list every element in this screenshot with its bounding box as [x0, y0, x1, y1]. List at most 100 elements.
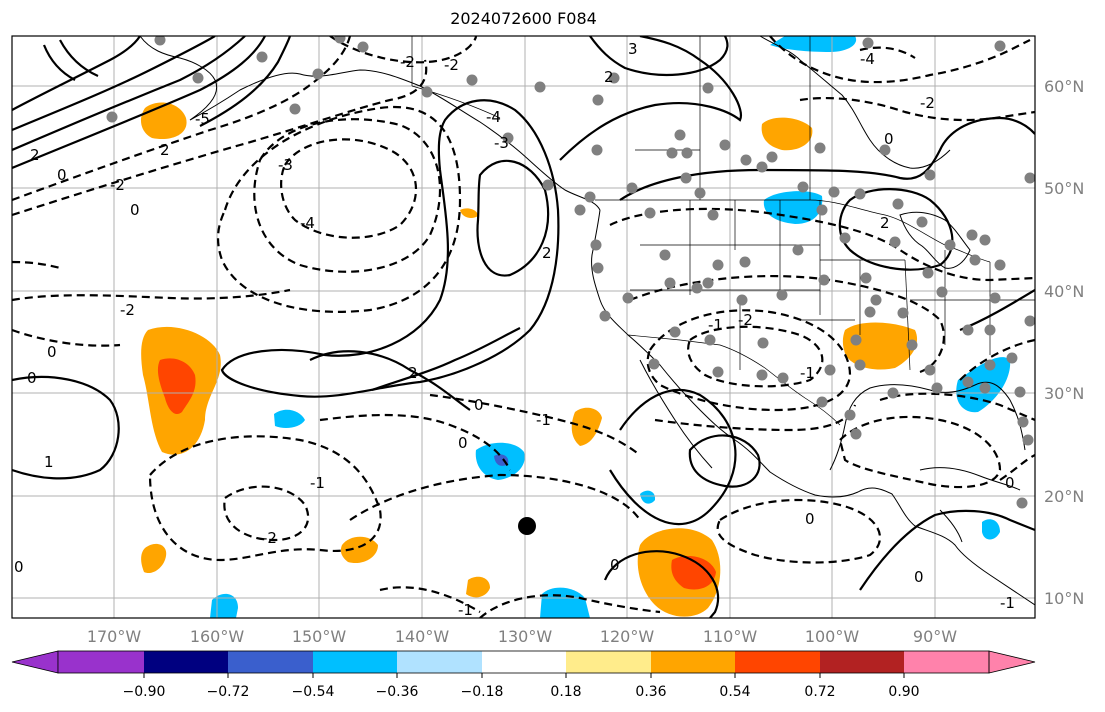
- lon-tick-label: 100°W: [805, 627, 860, 646]
- longitude-axis: 170°W 160°W 150°W 140°W 130°W 120°W 110°…: [87, 627, 957, 646]
- contour-label: 1: [44, 453, 54, 471]
- colorbar: −0.90 −0.72 −0.54 −0.36 −0.18 0.18 0.36 …: [11, 650, 1036, 700]
- contour-label: 2: [880, 214, 890, 232]
- colorbar-segment: [58, 651, 144, 673]
- lat-tick-label: 10°N: [1044, 589, 1084, 608]
- negative-contours: [12, 36, 1035, 618]
- coast-baja: [639, 359, 713, 469]
- contour-label: -2: [262, 529, 277, 547]
- shade-orange-canada: [761, 117, 813, 151]
- contour-label: 0: [474, 396, 484, 414]
- colorbar-segment: [397, 651, 482, 673]
- coast-gulf: [829, 381, 1026, 471]
- contour-label: -4: [860, 50, 875, 68]
- contour-label: -2: [444, 56, 459, 74]
- colorbar-label: −0.18: [461, 684, 504, 700]
- colorbar-segment: [313, 651, 397, 673]
- shade-orange-central-2: [466, 576, 490, 598]
- colorbar-segment: [904, 651, 989, 673]
- colorbar-segment: [651, 651, 735, 673]
- contour-label: 0: [610, 556, 620, 574]
- lon-tick-label: 120°W: [600, 627, 655, 646]
- colorbar-segment: [820, 651, 904, 673]
- contour-label: 2: [604, 68, 614, 86]
- contour-label: 0: [914, 568, 924, 586]
- colorbar-label: 0.90: [888, 684, 919, 700]
- coast-hudson: [759, 36, 951, 169]
- contour-label: -5: [195, 110, 210, 128]
- lon-tick-label: 150°W: [292, 627, 347, 646]
- colorbar-segment: [144, 651, 228, 673]
- lon-tick-label: 140°W: [395, 627, 450, 646]
- contour-labels: 2 0 -2 -3 -4 2 0 -2 0 0 1 -1 -2 2 0 -1 -…: [14, 40, 1015, 618]
- colorbar-ticks: [143, 673, 905, 678]
- colorbar-label: 0.72: [804, 684, 835, 700]
- shade-orange-small-oregon: [460, 208, 478, 218]
- shade-orange-texas: [842, 322, 918, 370]
- contour-label: 2: [30, 146, 40, 164]
- shade-red-west-pacific: [157, 358, 196, 415]
- contour-label: 0: [458, 434, 468, 452]
- contour-label: -3: [494, 134, 509, 152]
- contour-label: 0: [130, 201, 140, 219]
- station-dots: [106, 36, 1035, 509]
- shade-blue-plains: [763, 191, 823, 224]
- lat-tick-label: 30°N: [1044, 384, 1084, 403]
- contour-label: 0: [14, 558, 24, 576]
- shade-red-mexico: [671, 556, 716, 590]
- contour-label: 3: [628, 40, 638, 58]
- colorbar-label: 0.54: [719, 684, 750, 700]
- contour-label: -1: [1000, 594, 1015, 612]
- coast-great-lakes: [899, 211, 971, 269]
- coast-cuba: [919, 467, 1021, 491]
- contour-label: -1: [800, 364, 815, 382]
- lon-tick-label: 130°W: [498, 627, 553, 646]
- colorbar-label: 0.36: [635, 684, 666, 700]
- contour-label: 2: [542, 244, 552, 262]
- colorbar-segment: [566, 651, 651, 673]
- contour-label: -1: [310, 474, 325, 492]
- contour-label: 0: [805, 510, 815, 528]
- colorbar-label: −0.72: [207, 684, 250, 700]
- contour-label: -2: [738, 311, 753, 329]
- shade-orange-small-sw: [141, 543, 167, 574]
- shade-blue-small-2: [640, 490, 656, 504]
- contour-label: 0: [27, 369, 37, 387]
- contour-label: -1: [708, 316, 723, 334]
- lat-lon-grid: [12, 36, 1035, 618]
- contour-label: 0: [1005, 474, 1015, 492]
- coast-alaska: [139, 36, 601, 211]
- contour-label: -2: [110, 176, 125, 194]
- shade-blue-canada: [770, 36, 857, 52]
- colorbar-label: 0.18: [550, 684, 581, 700]
- contour-label: 0: [47, 343, 57, 361]
- lat-tick-label: 60°N: [1044, 77, 1084, 96]
- shade-blue-caribbean: [982, 519, 1000, 540]
- political-borders: [411, 36, 1035, 426]
- contour-label: -3: [278, 156, 293, 174]
- colorbar-label: −0.90: [123, 684, 166, 700]
- contour-label: 2: [160, 141, 170, 159]
- map-title: 2024072600 F084: [450, 9, 597, 28]
- colorbar-segment: [482, 651, 566, 673]
- contour-label: -4: [300, 214, 315, 232]
- lon-tick-label: 170°W: [87, 627, 142, 646]
- colorbar-outline: [57, 650, 990, 674]
- lon-tick-label: 110°W: [703, 627, 758, 646]
- lon-tick-label: 160°W: [190, 627, 245, 646]
- shade-blue-small-1: [274, 409, 305, 428]
- contour-label: 0: [57, 166, 67, 184]
- colorbar-label: −0.54: [292, 684, 335, 700]
- contour-label: -2: [120, 301, 135, 319]
- colorbar-extend-low: [11, 650, 59, 674]
- lat-tick-label: 50°N: [1044, 179, 1084, 198]
- coastlines: [139, 36, 1035, 606]
- colorbar-segment: [735, 651, 820, 673]
- contour-label: -2: [920, 94, 935, 112]
- lat-tick-label: 40°N: [1044, 282, 1084, 301]
- contour-label: -4: [486, 108, 501, 126]
- shade-orange-central-1: [340, 536, 378, 564]
- lat-tick-label: 20°N: [1044, 487, 1084, 506]
- colorbar-extend-high: [988, 650, 1036, 674]
